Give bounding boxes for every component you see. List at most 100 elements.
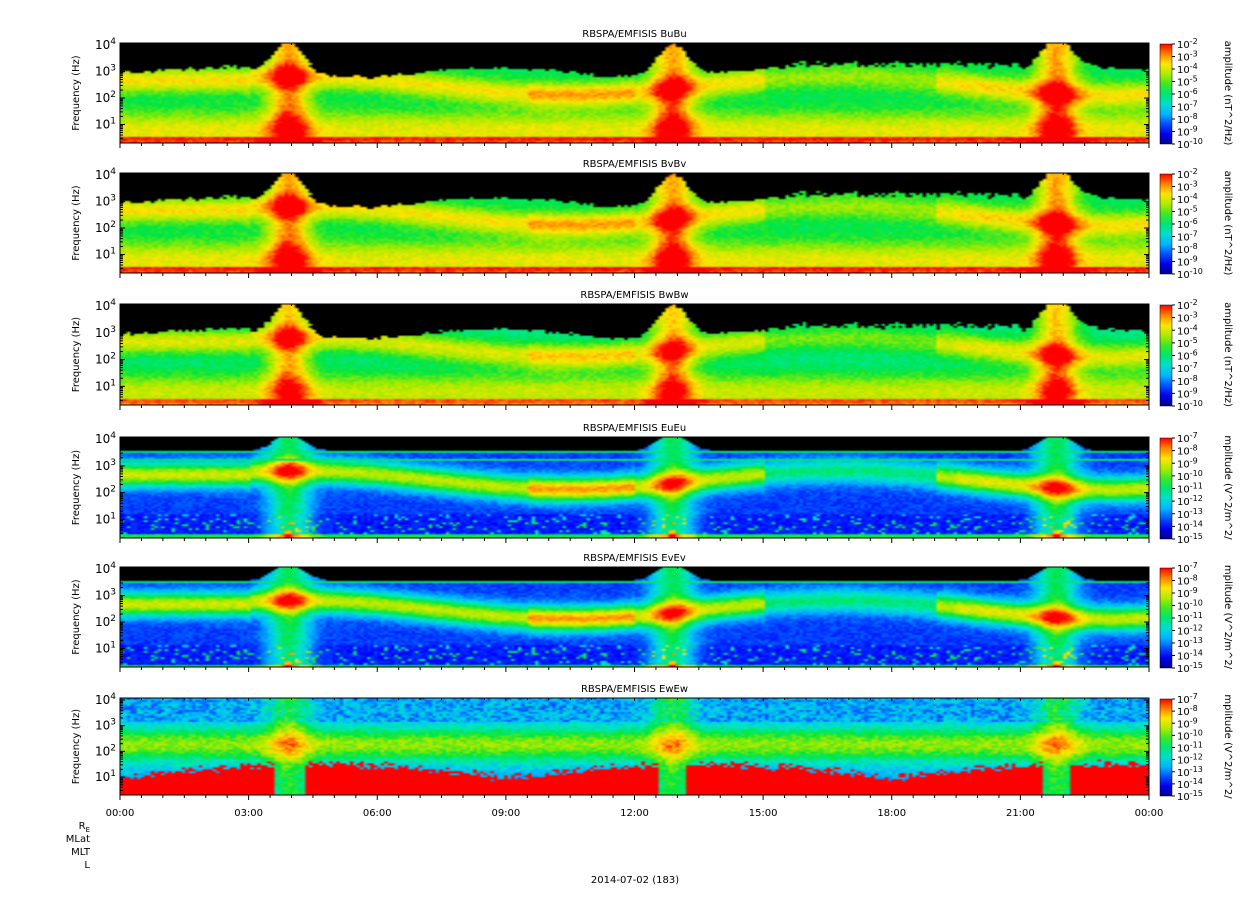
panel-title: RBSPA/EMFISIS EuEu	[583, 423, 686, 434]
ephemeris-label-l: L	[84, 860, 90, 871]
colorbar-tick-label: 10-7	[1177, 100, 1198, 114]
spectrogram-image	[120, 698, 1149, 795]
colorbar-tick-label: 10-8	[1177, 374, 1198, 388]
colorbar-tick-label: 10-9	[1177, 386, 1198, 400]
colorbar-tick-label: 10-7	[1177, 230, 1198, 244]
colorbar-tick-label: 10-8	[1177, 574, 1198, 588]
colorbar	[1159, 43, 1173, 145]
colorbar-tick-label: 10-5	[1177, 75, 1198, 89]
spectrogram-image	[120, 304, 1149, 405]
y-axis-label: Frequency (Hz)	[71, 185, 82, 261]
y-tick-label: 103	[95, 325, 116, 340]
colorbar-tick-label: 10-14	[1177, 777, 1203, 791]
y-tick-label: 102	[95, 743, 116, 758]
y-tick-label: 104	[95, 692, 116, 707]
colorbar-tick-label: 10-10	[1177, 399, 1203, 413]
y-axis-label: Frequency (Hz)	[71, 709, 82, 785]
x-tick-label: 12:00	[620, 808, 649, 819]
colorbar-label: mplitude (V^2/m^2/	[1222, 694, 1233, 799]
colorbar-tick-label: 10-9	[1177, 716, 1198, 730]
colorbar-tick-label: 10-10	[1177, 728, 1203, 742]
colorbar-tick-label: 10-4	[1177, 323, 1198, 337]
panel-3: RBSPA/EMFISIS BwBw 101 102 103 104 Frequency …	[71, 290, 1233, 413]
panels-group: RBSPA/EMFISIS BuBu 101 102 103 104 Frequency …	[71, 29, 1233, 803]
y-tick-label: 102	[95, 352, 116, 367]
panel-6: RBSPA/EMFISIS EwEw 101 102 103 104 Frequency …	[71, 684, 1233, 803]
colorbar-tick-label: 10-10	[1177, 599, 1203, 613]
x-tick-label: 21:00	[1006, 808, 1035, 819]
colorbar-tick-label: 10-15	[1177, 532, 1203, 546]
y-tick-label: 101	[95, 511, 116, 526]
date-label: 2014-07-02 (183)	[590, 875, 680, 886]
x-tick-label: 00:00	[106, 808, 135, 819]
colorbar-tick-label: 10-9	[1177, 125, 1198, 139]
colorbar-tick-label: 10-11	[1177, 611, 1203, 625]
y-axis-label: Frequency (Hz)	[71, 579, 82, 655]
colorbar-tick-label: 10-12	[1177, 753, 1203, 767]
colorbar-tick-label: 10-2	[1177, 37, 1198, 51]
y-tick-label: 101	[95, 640, 116, 655]
ephemeris-label-mlat: MLat	[65, 834, 90, 845]
x-tick-label: 18:00	[877, 808, 906, 819]
panel-title: RBSPA/EMFISIS BvBv	[583, 159, 687, 170]
colorbar-tick-label: 10-9	[1177, 586, 1198, 600]
panel-1: RBSPA/EMFISIS BuBu 101 102 103 104 Frequency …	[71, 29, 1233, 151]
y-tick-label: 104	[95, 561, 116, 576]
colorbar-tick-label: 10-15	[1177, 789, 1203, 803]
colorbar-tick-label: 10-13	[1177, 765, 1203, 779]
ephemeris-label-re: RE	[78, 821, 90, 834]
colorbar-tick-label: 10-15	[1177, 661, 1203, 675]
y-tick-label: 102	[95, 220, 116, 235]
y-tick-label: 103	[95, 458, 116, 473]
colorbar-tick-label: 10-12	[1177, 624, 1203, 638]
y-tick-label: 104	[95, 298, 116, 313]
colorbar	[1159, 173, 1173, 275]
y-tick-label: 101	[95, 246, 116, 261]
y-tick-label: 103	[95, 194, 116, 209]
y-axis-label: Frequency (Hz)	[71, 450, 82, 526]
colorbar-tick-label: 10-7	[1177, 561, 1198, 575]
colorbar-tick-label: 10-3	[1177, 311, 1198, 325]
colorbar-tick-label: 10-3	[1177, 50, 1198, 64]
y-axis-label: Frequency (Hz)	[71, 317, 82, 393]
colorbar-tick-label: 10-12	[1177, 494, 1203, 508]
y-axis-label: Frequency (Hz)	[71, 55, 82, 131]
colorbar	[1159, 567, 1173, 669]
panel-4: RBSPA/EMFISIS EuEu 101 102 103 104 Frequency …	[71, 423, 1233, 546]
colorbar-tick-label: 10-10	[1177, 137, 1203, 151]
colorbar-tick-label: 10-13	[1177, 507, 1203, 521]
colorbar-tick-label: 10-14	[1177, 649, 1203, 663]
colorbar-tick-label: 10-2	[1177, 167, 1198, 181]
colorbar-tick-label: 10-7	[1177, 692, 1198, 706]
x-tick-label: 06:00	[363, 808, 392, 819]
colorbar-tick-label: 10-5	[1177, 205, 1198, 219]
colorbar-label: mplitude (V^2/m^2/	[1222, 435, 1233, 540]
colorbar-label: amplitude (nT^2/Hz)	[1222, 171, 1233, 276]
colorbar-tick-label: 10-8	[1177, 444, 1198, 458]
panel-title: RBSPA/EMFISIS EwEw	[581, 684, 688, 695]
colorbar-tick-label: 10-6	[1177, 217, 1198, 231]
panel-title: RBSPA/EMFISIS BuBu	[582, 29, 686, 40]
panel-title: RBSPA/EMFISIS EvEv	[583, 553, 686, 564]
colorbar-label: mplitude (V^2/m^2/	[1222, 565, 1233, 670]
spectrogram-image	[120, 437, 1149, 538]
colorbar-tick-label: 10-13	[1177, 636, 1203, 650]
colorbar-tick-label: 10-2	[1177, 298, 1198, 312]
colorbar-tick-label: 10-8	[1177, 704, 1198, 718]
colorbar-tick-label: 10-9	[1177, 456, 1198, 470]
colorbar-tick-label: 10-11	[1177, 482, 1203, 496]
colorbar-tick-label: 10-7	[1177, 361, 1198, 375]
y-tick-label: 104	[95, 37, 116, 52]
colorbar-tick-label: 10-4	[1177, 62, 1198, 76]
colorbar-label: amplitude (nT^2/Hz)	[1222, 41, 1233, 146]
colorbar-tick-label: 10-8	[1177, 242, 1198, 256]
panel-2: RBSPA/EMFISIS BvBv 101 102 103 104 Frequency …	[71, 159, 1233, 281]
y-tick-label: 103	[95, 718, 116, 733]
y-tick-label: 104	[95, 167, 116, 182]
y-tick-label: 101	[95, 769, 116, 784]
colorbar-label: amplitude (nT^2/Hz)	[1222, 302, 1233, 407]
x-tick-label: 03:00	[234, 808, 263, 819]
y-tick-label: 103	[95, 588, 116, 603]
colorbar-tick-label: 10-6	[1177, 349, 1198, 363]
